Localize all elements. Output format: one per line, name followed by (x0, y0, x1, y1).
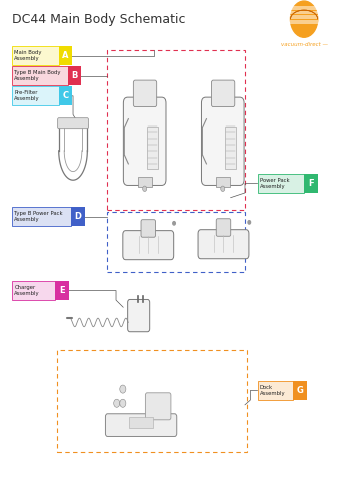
Text: Type B Main Body
Assembly: Type B Main Body Assembly (14, 71, 61, 81)
Circle shape (248, 221, 251, 224)
Text: Dock
Assembly: Dock Assembly (260, 385, 285, 396)
Circle shape (120, 385, 126, 393)
FancyBboxPatch shape (198, 230, 249, 259)
Text: F: F (308, 179, 314, 188)
Text: G: G (297, 386, 304, 395)
FancyBboxPatch shape (105, 414, 177, 436)
Bar (257, 381, 293, 400)
Circle shape (120, 399, 126, 408)
FancyBboxPatch shape (123, 97, 166, 185)
Text: E: E (59, 286, 65, 295)
FancyBboxPatch shape (201, 97, 244, 185)
Bar (12, 281, 55, 300)
Bar (293, 381, 307, 400)
Text: Charger
Assembly: Charger Assembly (14, 285, 40, 296)
FancyBboxPatch shape (212, 80, 235, 107)
Bar (59, 86, 72, 105)
Bar (257, 174, 304, 193)
FancyBboxPatch shape (133, 80, 157, 107)
Text: D: D (75, 212, 82, 221)
Bar (304, 174, 318, 193)
Circle shape (143, 186, 147, 192)
Text: DC44 Main Body Schematic: DC44 Main Body Schematic (12, 13, 186, 26)
Text: Main Body
Assembly: Main Body Assembly (14, 50, 42, 61)
FancyBboxPatch shape (291, 15, 318, 19)
Bar (57, 350, 247, 453)
Text: Type B Power Pack
Assembly: Type B Power Pack Assembly (14, 211, 63, 222)
FancyBboxPatch shape (225, 127, 236, 169)
FancyBboxPatch shape (58, 118, 88, 129)
Bar (107, 212, 245, 272)
FancyBboxPatch shape (123, 231, 174, 260)
FancyBboxPatch shape (147, 127, 158, 169)
Bar (71, 207, 85, 226)
Bar (12, 46, 59, 65)
Text: Power Pack
Assembly: Power Pack Assembly (260, 178, 289, 189)
Circle shape (291, 1, 318, 37)
Bar (12, 207, 71, 226)
FancyBboxPatch shape (138, 177, 152, 187)
Circle shape (221, 186, 225, 192)
FancyBboxPatch shape (145, 393, 171, 420)
Bar (129, 418, 153, 428)
FancyBboxPatch shape (141, 220, 156, 237)
Bar (55, 281, 69, 300)
Text: A: A (62, 51, 69, 60)
Text: B: B (71, 72, 78, 80)
FancyBboxPatch shape (216, 219, 231, 236)
FancyBboxPatch shape (216, 177, 230, 187)
FancyBboxPatch shape (291, 6, 318, 10)
Circle shape (114, 399, 120, 408)
Bar (12, 86, 59, 105)
Bar (12, 66, 68, 85)
Bar (68, 66, 81, 85)
Bar (59, 46, 72, 65)
Text: vacuum-direct —: vacuum-direct — (280, 42, 327, 47)
Bar (107, 50, 245, 210)
Text: Pre-Filter
Assembly: Pre-Filter Assembly (14, 90, 40, 101)
FancyBboxPatch shape (291, 11, 318, 14)
FancyBboxPatch shape (128, 300, 150, 332)
FancyBboxPatch shape (291, 20, 318, 24)
Text: C: C (62, 91, 69, 100)
Circle shape (173, 222, 175, 225)
